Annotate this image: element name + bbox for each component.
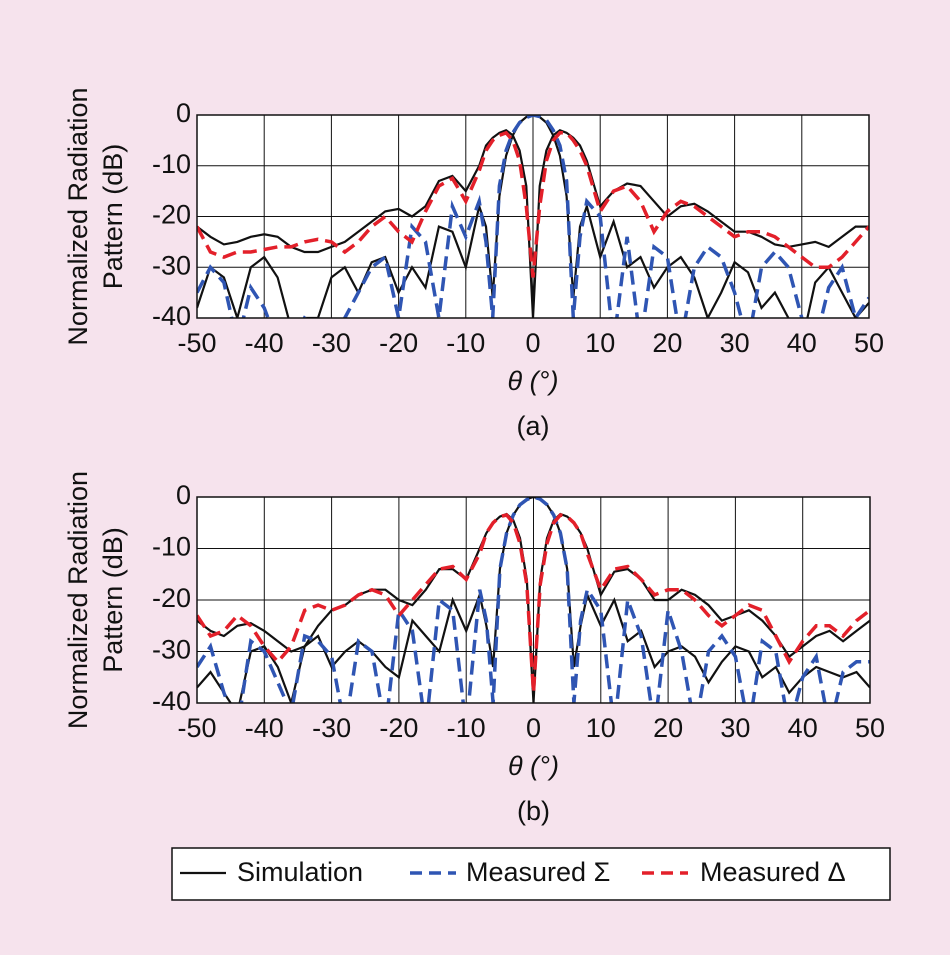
series-line [197, 115, 869, 318]
y-tick-label: -40 [152, 686, 191, 716]
x-tick-label: 20 [653, 713, 683, 743]
series-line [197, 130, 869, 278]
y-axis-label: Normalized Radiation [63, 87, 93, 345]
x-tick-label: 50 [854, 328, 884, 358]
series-line [197, 513, 870, 693]
x-tick-label: -30 [312, 328, 351, 358]
x-axis-label: θ (°) [508, 366, 559, 396]
x-tick-label: -10 [447, 713, 486, 743]
series-line [197, 115, 869, 318]
x-tick-label: 40 [787, 328, 817, 358]
chart: -40-30-20-100-50 -40 -30 -20 -10 0 10 20 30 40 50N… [63, 87, 884, 441]
x-tick-label: 0 [526, 713, 541, 743]
y-tick-label: -30 [152, 635, 191, 665]
legend: Simulation Measured Σ Measured Δ [171, 847, 891, 901]
y-tick-label: -30 [152, 250, 191, 280]
x-tick-label: -40 [245, 328, 284, 358]
series-line [197, 497, 870, 703]
legend-label: Measured Δ [700, 857, 846, 887]
y-tick-label: 0 [176, 480, 191, 510]
x-tick-label: -20 [379, 713, 418, 743]
caption: (a) [517, 411, 550, 441]
x-tick-label: -10 [446, 328, 485, 358]
y-tick-label: -10 [152, 532, 191, 562]
x-axis-label: θ (°) [508, 751, 559, 781]
lines [197, 115, 869, 318]
x-tick-label: 10 [585, 328, 615, 358]
plot-frame [196, 114, 870, 319]
series-line [197, 497, 870, 703]
x-tick-label: 10 [586, 713, 616, 743]
x-tick-label: -50 [177, 713, 216, 743]
x-tick-label: 30 [720, 328, 750, 358]
y-tick-label: -20 [152, 200, 191, 230]
x-tick-label: 40 [788, 713, 818, 743]
chart: -40-30-20-100-50 -40 -30 -20 -10 0 10 20 30 40 50N… [63, 471, 885, 826]
x-tick-label: -20 [379, 328, 418, 358]
lines [197, 497, 870, 703]
x-tick-label: -50 [177, 328, 216, 358]
y-axis-label: Pattern (dB) [98, 527, 128, 673]
x-tick-label: 0 [525, 328, 540, 358]
x-tick-label: -40 [245, 713, 284, 743]
x-tick-label: 30 [720, 713, 750, 743]
plot-frame [196, 496, 871, 704]
x-tick-label: 20 [652, 328, 682, 358]
legend-label: Simulation [237, 857, 363, 887]
legend-label: Measured Σ [466, 857, 610, 887]
y-tick-label: -20 [152, 583, 191, 613]
series-line [197, 128, 869, 318]
caption: (b) [517, 796, 550, 826]
x-tick-label: 50 [855, 713, 885, 743]
y-axis-label: Pattern (dB) [98, 144, 128, 290]
legend-box [171, 847, 891, 901]
y-tick-label: 0 [176, 98, 191, 128]
y-axis-label: Normalized Radiation [63, 471, 93, 729]
x-tick-label: -30 [312, 713, 351, 743]
y-tick-label: -40 [152, 301, 191, 331]
y-tick-label: -10 [152, 149, 191, 179]
